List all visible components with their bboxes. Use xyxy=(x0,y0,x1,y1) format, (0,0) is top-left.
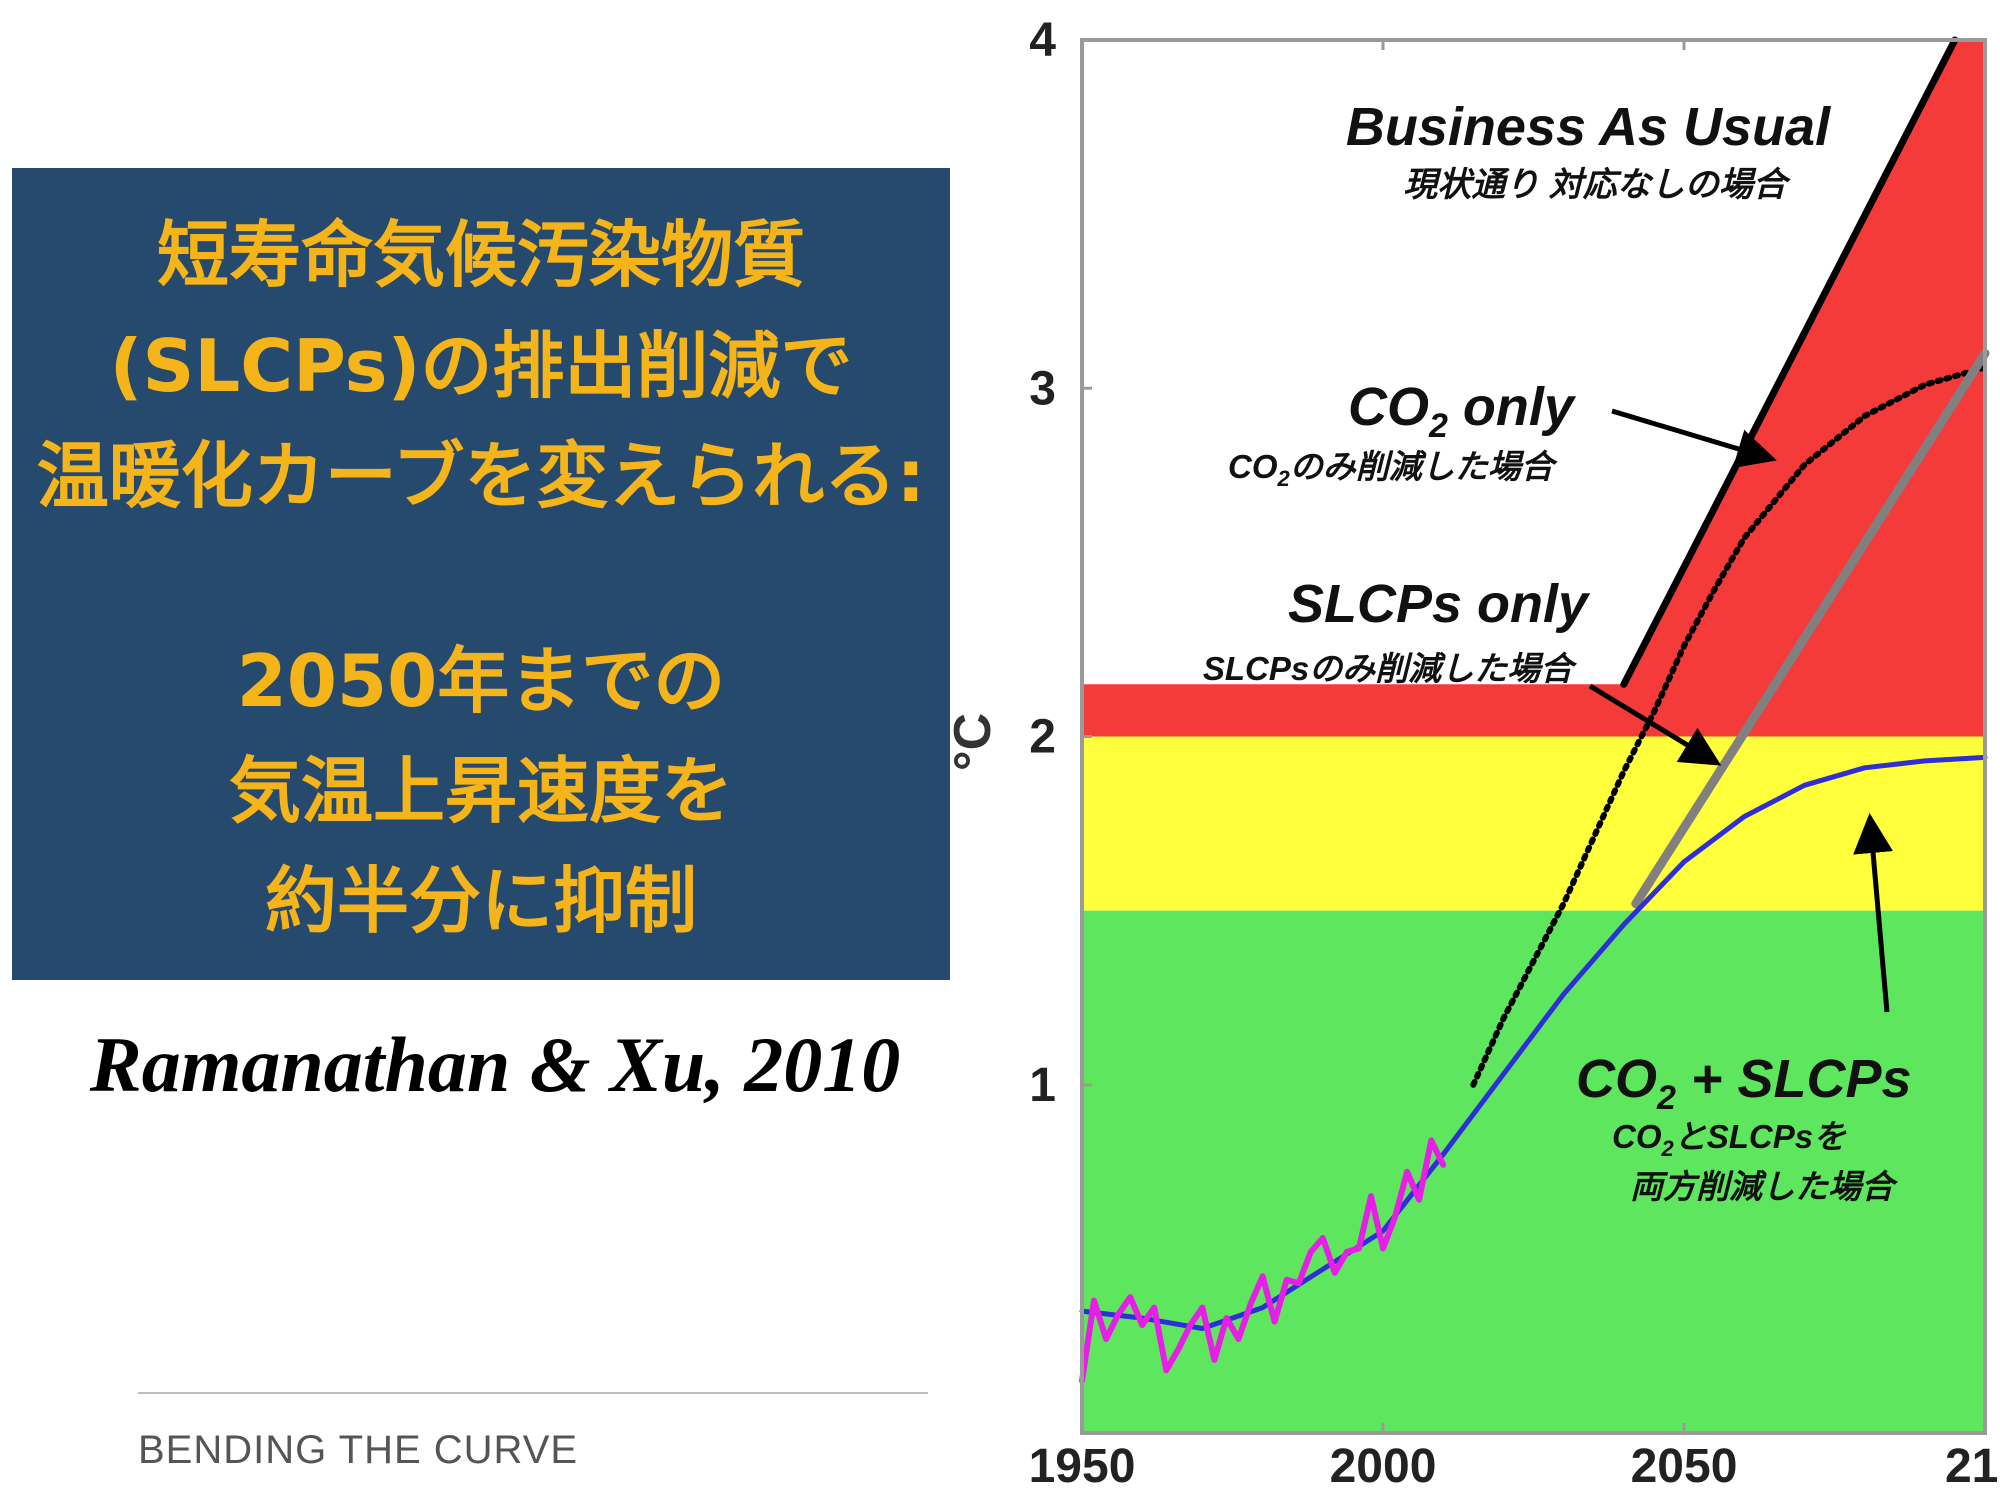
series-co2-only xyxy=(1470,364,1988,1088)
co2-slcps-sublabel-2: 両方削減した場合 xyxy=(1630,1168,1899,1205)
co2-only-sublabel-b: のみ削減した場合 xyxy=(1290,448,1559,485)
co2-slcps-label: CO2 + SLCPs xyxy=(1576,1049,1912,1117)
co2-only-arrow xyxy=(1611,408,1777,469)
series-bau xyxy=(1620,36,1959,688)
x-tick-label: 210 xyxy=(1945,1440,2000,1493)
series-co2-slcps xyxy=(1079,754,1988,1331)
title-line-5: 気温上昇速度を xyxy=(228,749,733,833)
co2-only-label-sub: 2 xyxy=(1428,407,1448,445)
co2-only-label-a: CO xyxy=(1348,377,1429,437)
co2-only-label: CO2 only xyxy=(1348,377,1577,445)
co2-only-sublabel: CO2のみ削減した場合 xyxy=(1228,448,1559,491)
series-observed xyxy=(1079,1137,1447,1384)
co2-slcps-sublabel-1-b: とSLCPsを xyxy=(1674,1118,1847,1155)
zone-band-1 xyxy=(1082,736,1985,911)
bau-sublabel: 現状通り 対応なしの場合 xyxy=(1403,166,1791,204)
citation: Ramanathan & Xu, 2010 xyxy=(89,1021,901,1108)
co2-slcps-label-b: + SLCPs xyxy=(1676,1049,1912,1109)
co2-slcps-label-a: CO xyxy=(1576,1049,1657,1109)
unshaded-region xyxy=(1082,40,1955,685)
co2-slcps-sublabel-1-a: CO xyxy=(1612,1118,1662,1155)
title-box: 短寿命気候汚染物質 (SLCPs)の排出削減で 温暖化カーブを変えられる: 20… xyxy=(12,168,950,980)
title-line-3: 温暖化カーブを変えられる: xyxy=(36,434,926,518)
title-line-6: 約半分に抑制 xyxy=(264,859,697,943)
co2-only-label-b: only xyxy=(1448,377,1577,437)
co2-slcps-label-sub: 2 xyxy=(1656,1079,1676,1117)
footer-label: BENDING THE CURVE xyxy=(138,1428,579,1472)
x-tick-label: 1950 xyxy=(1029,1440,1136,1493)
bau-label: Business As Usual xyxy=(1346,97,1831,157)
title-line-2: (SLCPs)の排出削減で xyxy=(109,324,853,408)
co2-slcps-sublabel-1-sub: 2 xyxy=(1661,1136,1675,1161)
slcps-only-sublabel: SLCPsのみ削減した場合 xyxy=(1203,650,1578,687)
zone-band-0 xyxy=(1082,910,1985,1433)
x-tick-label: 2000 xyxy=(1330,1440,1437,1493)
co2-slcps-sublabel-1: CO2とSLCPsを xyxy=(1612,1118,1847,1161)
co2-slcps-arrow xyxy=(1853,813,1893,1013)
y-axis-label: °C xyxy=(944,713,1002,771)
footer-divider xyxy=(138,1392,928,1394)
y-tick-label: 4 xyxy=(1029,14,1056,67)
slcps-only-label: SLCPs only xyxy=(1288,574,1591,634)
y-tick-label: 1 xyxy=(1029,1059,1056,1112)
y-tick-label: 2 xyxy=(1029,711,1056,764)
title-line-4: 2050年までの xyxy=(236,639,726,723)
co2-only-sublabel-sub: 2 xyxy=(1277,466,1291,491)
y-tick-label: 3 xyxy=(1029,362,1056,415)
title-line-1: 短寿命気候汚染物質 xyxy=(156,213,805,297)
slcps-only-arrow xyxy=(1588,683,1722,766)
series-slcps-only xyxy=(1631,348,1990,909)
x-tick-label: 2050 xyxy=(1631,1440,1738,1493)
co2-only-sublabel-a: CO xyxy=(1228,448,1278,485)
